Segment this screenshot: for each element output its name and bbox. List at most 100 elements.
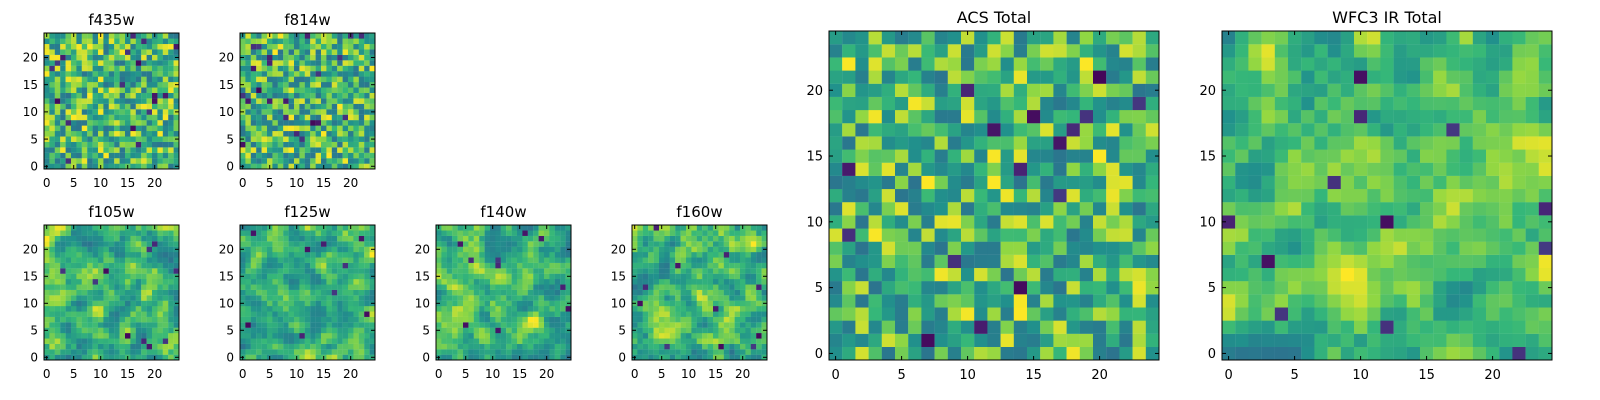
heatmap-cell	[702, 311, 708, 317]
heatmap-cell	[495, 311, 501, 317]
heatmap-cell	[141, 252, 147, 258]
heatmap-cell	[637, 300, 643, 307]
heatmap-cell	[353, 103, 359, 110]
heatmap-cell	[987, 320, 1001, 334]
heatmap-cell	[632, 322, 638, 328]
heatmap-cell	[1040, 44, 1054, 58]
heatmap-cell	[1433, 202, 1447, 216]
heatmap-cell	[71, 147, 77, 153]
heatmap-cell	[337, 279, 343, 285]
heatmap-cell	[130, 316, 136, 323]
y-tick-label: 5	[226, 132, 234, 146]
heatmap-cell	[723, 343, 730, 350]
heatmap-cell	[642, 306, 649, 312]
heatmap-cell	[734, 262, 741, 269]
heatmap-cell	[369, 295, 376, 301]
heatmap-cell	[267, 241, 273, 247]
heatmap-cell	[49, 98, 55, 104]
heatmap-cell	[321, 279, 327, 285]
heatmap-cell	[315, 152, 322, 159]
heatmap-cell	[473, 268, 480, 274]
heatmap-cell	[642, 316, 649, 323]
heatmap-cell	[304, 141, 311, 148]
heatmap-cell	[1000, 31, 1014, 45]
heatmap-cell	[261, 60, 268, 66]
heatmap-cell	[468, 306, 474, 312]
heatmap-cell	[1288, 267, 1302, 282]
heatmap-cell	[152, 262, 158, 269]
heatmap-cell	[1013, 70, 1028, 84]
heatmap-cell	[250, 343, 257, 350]
heatmap-cell	[1079, 70, 1094, 84]
heatmap-cell	[490, 322, 496, 328]
heatmap-cell	[549, 284, 555, 290]
heatmap-cell	[315, 92, 322, 99]
heatmap-cell	[92, 295, 99, 301]
heatmap-cell	[675, 230, 681, 236]
heatmap-cell	[1327, 188, 1341, 203]
heatmap-cell	[734, 241, 741, 247]
heatmap-cell	[855, 162, 869, 176]
heatmap-cell	[1486, 346, 1500, 361]
heatmap-cell	[168, 43, 174, 50]
heatmap-cell	[479, 273, 485, 280]
heatmap-cell	[304, 147, 311, 153]
heatmap-cell	[713, 268, 719, 274]
heatmap-cell	[549, 306, 555, 312]
heatmap-cell	[648, 349, 654, 355]
heatmap-cell	[358, 60, 365, 66]
heatmap-cell	[261, 158, 268, 164]
heatmap-cell	[65, 289, 72, 296]
heatmap-cell	[723, 311, 730, 317]
heatmap-cell	[119, 241, 126, 247]
heatmap-cell	[310, 306, 316, 312]
heatmap-cell	[294, 109, 300, 115]
heatmap-cell	[240, 279, 246, 285]
heatmap-cell	[326, 273, 332, 280]
heatmap-cell	[463, 316, 469, 323]
heatmap-cell	[304, 130, 311, 137]
heatmap-cell	[114, 235, 120, 242]
heatmap-cell	[723, 300, 730, 307]
heatmap-cell	[277, 114, 284, 121]
heatmap-cell	[750, 268, 757, 274]
heatmap-cell	[1053, 202, 1067, 216]
heatmap-cell	[457, 311, 464, 317]
heatmap-cell	[54, 147, 61, 153]
heatmap-cell	[675, 246, 681, 253]
heatmap-cell	[49, 230, 55, 236]
heatmap-cell	[256, 316, 262, 323]
heatmap-cell	[707, 225, 714, 231]
heatmap-cell	[1459, 294, 1473, 308]
heatmap-cell	[54, 54, 61, 61]
heatmap-cell	[761, 262, 768, 269]
heatmap-cell	[130, 333, 136, 339]
x-tick-label: 0	[43, 176, 51, 190]
heatmap-cell	[506, 252, 512, 258]
heatmap-cell	[1093, 215, 1107, 229]
heatmap-cell	[734, 284, 741, 290]
heatmap-cell	[511, 349, 518, 355]
heatmap-cell	[103, 316, 109, 323]
heatmap-cell	[707, 273, 714, 280]
heatmap-cell	[702, 316, 708, 323]
heatmap-cell	[81, 33, 88, 39]
heatmap-cell	[288, 343, 295, 350]
heatmap-cell	[740, 252, 746, 258]
heatmap-cell	[108, 343, 115, 350]
heatmap-cell	[44, 120, 50, 126]
heatmap-cell	[745, 349, 751, 355]
heatmap-cell	[637, 322, 643, 328]
heatmap-cell	[364, 338, 370, 344]
heatmap-cell	[745, 225, 751, 231]
heatmap-cell	[1301, 281, 1315, 295]
heatmap-cell	[1446, 188, 1460, 203]
heatmap-cell	[881, 188, 896, 203]
heatmap-cell	[135, 327, 142, 334]
heatmap-cell	[146, 273, 153, 280]
heatmap-cell	[337, 92, 343, 99]
heatmap-cell	[353, 109, 359, 115]
heatmap-cell	[565, 306, 572, 312]
heatmap-cell	[162, 333, 169, 339]
heatmap-cell	[310, 252, 316, 258]
